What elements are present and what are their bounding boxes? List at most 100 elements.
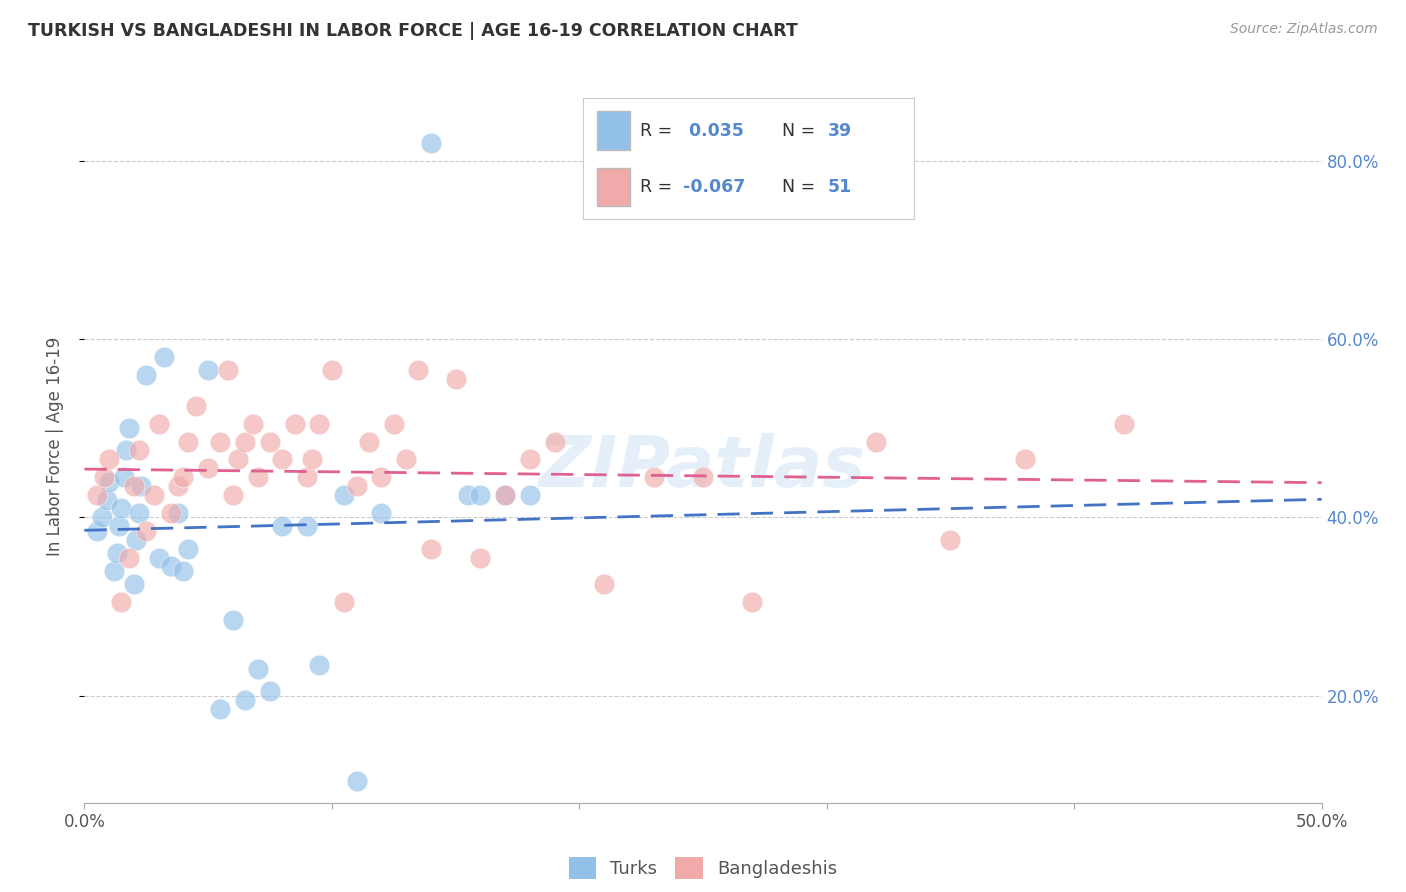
Point (148, 417, 170, 431)
Point (86, 488, 108, 502)
Point (177, 434, 200, 449)
Text: 0.035: 0.035 (683, 121, 744, 140)
Point (233, 434, 256, 449)
Text: Source: ZipAtlas.com: Source: ZipAtlas.com (1230, 22, 1378, 37)
Text: R =: R = (640, 121, 672, 140)
Point (103, 564, 125, 578)
Point (519, 488, 541, 502)
Point (259, 434, 281, 449)
Point (271, 452, 294, 467)
Point (370, 506, 392, 520)
Point (118, 421, 141, 435)
Point (110, 595, 132, 609)
Point (457, 488, 479, 502)
Point (152, 350, 174, 364)
Point (142, 488, 165, 502)
Point (295, 519, 318, 533)
FancyBboxPatch shape (596, 112, 630, 150)
Point (167, 506, 190, 520)
Point (395, 452, 418, 467)
Point (167, 479, 190, 493)
Point (308, 657, 330, 672)
Text: N =: N = (782, 178, 815, 196)
Point (643, 470, 665, 484)
Point (110, 501, 132, 516)
Point (246, 662, 269, 676)
Text: N =: N = (782, 121, 815, 140)
Point (184, 399, 207, 413)
Point (233, 693, 256, 707)
Point (125, 533, 148, 547)
Point (112, 470, 135, 484)
Text: -0.067: -0.067 (683, 178, 745, 196)
Point (543, 434, 565, 449)
Point (419, 541, 441, 556)
Point (939, 533, 962, 547)
Point (118, 550, 141, 565)
Point (122, 479, 145, 493)
Point (494, 488, 516, 502)
Point (494, 488, 516, 502)
Point (115, 443, 138, 458)
Point (172, 470, 194, 484)
Point (865, 434, 887, 449)
Point (408, 363, 430, 377)
Point (222, 613, 245, 627)
Point (246, 470, 269, 484)
Point (346, 479, 368, 493)
Legend: Turks, Bangladeshis: Turks, Bangladeshis (561, 850, 845, 887)
Point (129, 479, 152, 493)
Text: R =: R = (640, 178, 672, 196)
Point (172, 564, 194, 578)
Point (217, 363, 239, 377)
Point (222, 488, 245, 502)
Point (160, 559, 183, 574)
Point (135, 368, 157, 382)
Point (259, 684, 281, 698)
Point (346, 773, 368, 788)
Point (301, 452, 323, 467)
Point (177, 541, 200, 556)
Point (105, 546, 128, 560)
Point (692, 470, 714, 484)
Point (197, 363, 219, 377)
Point (209, 434, 232, 449)
Point (226, 452, 249, 467)
Point (128, 506, 150, 520)
Point (128, 443, 150, 458)
Y-axis label: In Labor Force | Age 16-19: In Labor Force | Age 16-19 (45, 336, 63, 556)
Point (242, 417, 264, 431)
Point (519, 452, 541, 467)
Point (321, 363, 343, 377)
Text: 51: 51 (828, 178, 852, 196)
Point (271, 519, 294, 533)
Point (1112, 417, 1135, 431)
Point (93, 470, 115, 484)
Point (370, 470, 392, 484)
Point (593, 577, 616, 591)
Point (1014, 452, 1036, 467)
Point (333, 488, 356, 502)
Point (96, 492, 118, 507)
Point (284, 417, 307, 431)
Text: ZIPatlas: ZIPatlas (540, 433, 866, 502)
Point (209, 702, 232, 716)
Point (295, 470, 318, 484)
Point (357, 434, 380, 449)
Point (148, 550, 170, 565)
Point (197, 461, 219, 475)
Point (98, 475, 121, 489)
FancyBboxPatch shape (596, 168, 630, 206)
Point (135, 524, 157, 538)
Point (98, 452, 121, 467)
Point (741, 595, 763, 609)
Point (160, 506, 183, 520)
Point (308, 417, 330, 431)
Point (470, 488, 492, 502)
Point (382, 417, 405, 431)
Text: TURKISH VS BANGLADESHI IN LABOR FORCE | AGE 16-19 CORRELATION CHART: TURKISH VS BANGLADESHI IN LABOR FORCE | … (28, 22, 797, 40)
Point (419, 136, 441, 150)
Point (86, 524, 108, 538)
Point (108, 519, 131, 533)
Point (470, 550, 492, 565)
